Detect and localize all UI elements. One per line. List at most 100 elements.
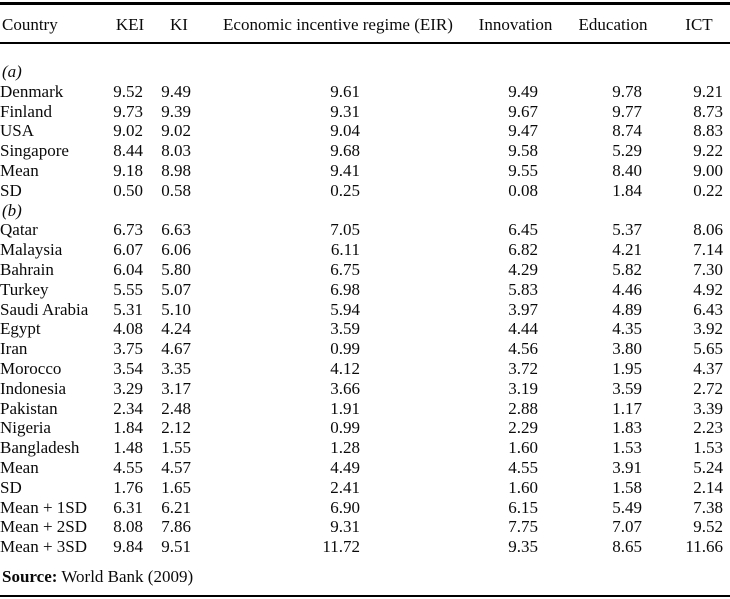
table-row: Egypt 4.08 4.24 3.59 4.44 4.35 3.92 (0, 319, 730, 339)
value-cell: 0.08 (508, 180, 538, 200)
value-cell: 5.10 (161, 299, 191, 319)
country-cell: Qatar (0, 220, 38, 240)
value-cell: 2.34 (113, 398, 143, 418)
value-cell: 5.82 (612, 259, 642, 279)
value-cell: 4.08 (113, 319, 143, 339)
table-row: Mean 9.18 8.98 9.41 9.55 8.40 9.00 (0, 161, 730, 181)
table-row: Qatar 6.73 6.63 7.05 6.45 5.37 8.06 (0, 220, 730, 240)
value-cell: 2.88 (508, 398, 538, 418)
value-cell: 1.58 (612, 477, 642, 497)
value-cell: 3.59 (612, 378, 642, 398)
value-cell: 9.35 (508, 537, 538, 557)
country-cell: Denmark (0, 81, 64, 101)
value-cell: 1.91 (330, 398, 360, 418)
value-cell: 4.49 (330, 457, 360, 477)
value-cell: 9.49 (161, 81, 191, 101)
value-cell: 3.75 (113, 339, 143, 359)
value-cell: 4.29 (508, 259, 538, 279)
value-cell: 9.02 (113, 121, 143, 141)
value-cell: 7.07 (612, 517, 642, 537)
value-cell: 7.05 (330, 220, 360, 240)
value-cell: 6.45 (508, 220, 538, 240)
table-row: Mean + 2SD 8.08 7.86 9.31 7.75 7.07 9.52 (0, 517, 730, 537)
section-label-row: (a) (0, 43, 730, 82)
value-cell: 1.84 (612, 180, 642, 200)
header-row: Country KEI KI Economic incentive regime (E… (0, 3, 730, 44)
value-cell: 3.17 (161, 378, 191, 398)
value-cell: 4.12 (330, 358, 360, 378)
value-cell: 9.58 (508, 141, 538, 161)
value-cell: 9.18 (113, 160, 143, 180)
value-cell: 6.90 (330, 497, 360, 517)
value-cell: 3.66 (330, 378, 360, 398)
value-cell: 3.29 (113, 378, 143, 398)
value-cell: 3.97 (508, 299, 538, 319)
value-cell: 4.89 (612, 299, 642, 319)
value-cell: 7.30 (693, 259, 723, 279)
table-row: Bangladesh 1.48 1.55 1.28 1.60 1.53 1.53 (0, 438, 730, 458)
value-cell: 5.94 (330, 299, 360, 319)
country-cell: Egypt (0, 319, 41, 339)
value-cell: 9.84 (113, 537, 143, 557)
value-cell: 4.46 (612, 279, 642, 299)
country-cell: SD (0, 180, 22, 200)
value-cell: 4.24 (161, 319, 191, 339)
value-cell: 3.92 (693, 319, 723, 339)
value-cell: 1.95 (612, 358, 642, 378)
column-header-ict: ICT (668, 3, 730, 44)
table-row: Turkey 5.55 5.07 6.98 5.83 4.46 4.92 (0, 280, 730, 300)
value-cell: 4.37 (693, 358, 723, 378)
value-cell: 1.76 (113, 477, 143, 497)
value-cell: 4.21 (612, 240, 642, 260)
column-header-ki: KI (155, 3, 203, 44)
country-cell: USA (0, 121, 35, 141)
value-cell: 9.67 (508, 101, 538, 121)
value-cell: 9.61 (330, 81, 360, 101)
value-cell: 9.21 (693, 81, 723, 101)
value-cell: 8.03 (161, 141, 191, 161)
column-header-country: Country (0, 3, 105, 44)
country-cell: Malaysia (0, 240, 63, 260)
table-row: Bahrain 6.04 5.80 6.75 4.29 5.82 7.30 (0, 260, 730, 280)
value-cell: 0.99 (330, 339, 360, 359)
value-cell: 5.07 (161, 279, 191, 299)
value-cell: 9.22 (693, 141, 723, 161)
value-cell: 4.35 (612, 319, 642, 339)
table-row: Denmark 9.52 9.49 9.61 9.49 9.78 9.21 (0, 82, 730, 102)
value-cell: 5.31 (113, 299, 143, 319)
value-cell: 9.52 (113, 81, 143, 101)
value-cell: 5.24 (693, 457, 723, 477)
value-cell: 3.80 (612, 339, 642, 359)
table-row: Morocco 3.54 3.35 4.12 3.72 1.95 4.37 (0, 359, 730, 379)
country-cell: Singapore (0, 141, 69, 161)
value-cell: 4.92 (693, 279, 723, 299)
value-cell: 6.73 (113, 220, 143, 240)
value-cell: 2.48 (161, 398, 191, 418)
value-cell: 3.54 (113, 358, 143, 378)
country-cell: Mean (0, 160, 39, 180)
table-row: SD 1.76 1.65 2.41 1.60 1.58 2.14 (0, 478, 730, 498)
value-cell: 1.65 (161, 477, 191, 497)
value-cell: 0.22 (693, 180, 723, 200)
country-cell: Bahrain (0, 259, 54, 279)
value-cell: 9.51 (161, 537, 191, 557)
value-cell: 8.74 (612, 121, 642, 141)
value-cell: 4.55 (508, 457, 538, 477)
value-cell: 2.23 (693, 418, 723, 438)
country-cell: Nigeria (0, 418, 51, 438)
country-cell: Iran (0, 339, 28, 359)
value-cell: 3.39 (693, 398, 723, 418)
table-header: Country KEI KI Economic incentive regime (E… (0, 3, 730, 44)
table-row: Nigeria 1.84 2.12 0.99 2.29 1.83 2.23 (0, 418, 730, 438)
country-cell: Mean + 3SD (0, 537, 88, 557)
value-cell: 9.04 (330, 121, 360, 141)
column-header-education: Education (558, 3, 668, 44)
value-cell: 9.31 (330, 101, 360, 121)
value-cell: 9.55 (508, 160, 538, 180)
value-cell: 6.06 (161, 240, 191, 260)
table-row: Saudi Arabia 5.31 5.10 5.94 3.97 4.89 6.43 (0, 300, 730, 320)
table-row: Malaysia 6.07 6.06 6.11 6.82 4.21 7.14 (0, 240, 730, 260)
column-header-innovation: Innovation (473, 3, 558, 44)
value-cell: 6.82 (508, 240, 538, 260)
